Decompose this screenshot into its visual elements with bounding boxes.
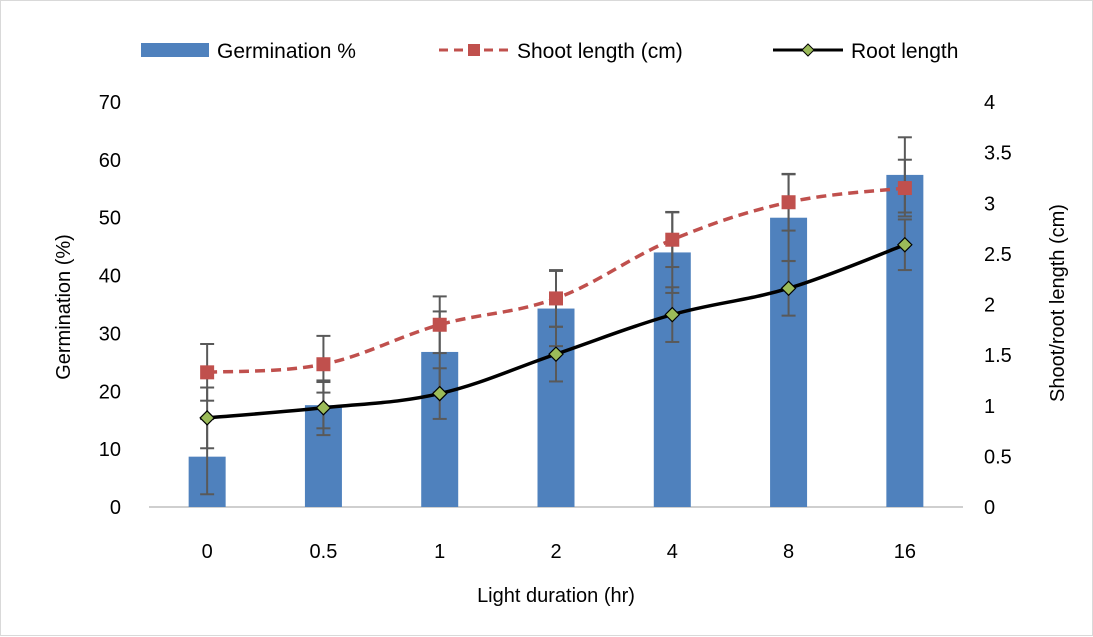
y2-tick-label: 3 [984,193,995,215]
legend-label-root: Root length [851,40,958,63]
y2-tick-label: 4 [984,92,995,114]
y-tick-label: 40 [99,266,121,288]
y2-tick-label: 1 [984,396,995,418]
series-shoot-length [200,181,912,380]
y-tick-label: 0 [110,497,121,519]
y2-tick-label: 0 [984,497,995,519]
legend-swatch-germination [141,43,209,57]
point-shoot-length [665,232,680,247]
point-root-length [431,385,448,402]
point-root-length [548,346,564,362]
y-axis-title: Germination (%) [53,234,75,380]
right-axis: 0 0.5 1 1.5 2 2.5 3 3.5 4 [984,92,1012,519]
y-tick-label: 20 [99,381,121,403]
x-axis-title: Light duration (hr) [477,585,635,607]
x-tick-label: 0.5 [310,541,338,563]
y2-tick-label: 2 [984,295,995,317]
y2-tick-label: 3.5 [984,143,1012,165]
point-shoot-length [316,357,331,372]
point-shoot-length [549,291,563,306]
legend-swatch-root-marker [801,43,815,57]
series-root-length [199,236,913,426]
x-tick-label: 16 [894,541,916,563]
x-tick-label: 1 [434,541,445,563]
point-root-length [664,306,681,323]
y-tick-label: 10 [99,439,121,461]
legend: Germination % Shoot length (cm) Root len… [141,40,958,63]
y-tick-label: 50 [99,208,121,230]
point-shoot-length [200,365,215,380]
y2-tick-label: 1.5 [984,345,1012,367]
point-shoot-length [432,317,447,332]
x-tick-label: 0 [202,541,213,563]
x-axis: 0 0.5 1 2 4 8 16 [149,506,963,563]
legend-swatch-shoot-marker [468,44,480,56]
x-tick-label: 2 [550,541,561,563]
y-tick-label: 70 [99,92,121,114]
x-tick-label: 8 [783,541,794,563]
legend-label-germination: Germination % [217,40,356,63]
y2-tick-label: 2.5 [984,244,1012,266]
point-shoot-length [781,195,796,210]
point-root-length [897,236,913,253]
point-shoot-length [897,181,912,196]
y-tick-label: 60 [99,150,121,172]
x-tick-label: 4 [667,541,678,563]
y2-axis-title: Shoot/root length (cm) [1047,204,1069,402]
point-root-length [780,280,797,297]
point-root-length [315,399,332,416]
y2-tick-label: 0.5 [984,446,1012,468]
y-tick-label: 30 [99,323,121,345]
left-axis: 0 10 20 30 40 50 60 70 [99,92,121,519]
point-root-length [199,410,215,426]
legend-label-shoot: Shoot length (cm) [517,40,683,63]
